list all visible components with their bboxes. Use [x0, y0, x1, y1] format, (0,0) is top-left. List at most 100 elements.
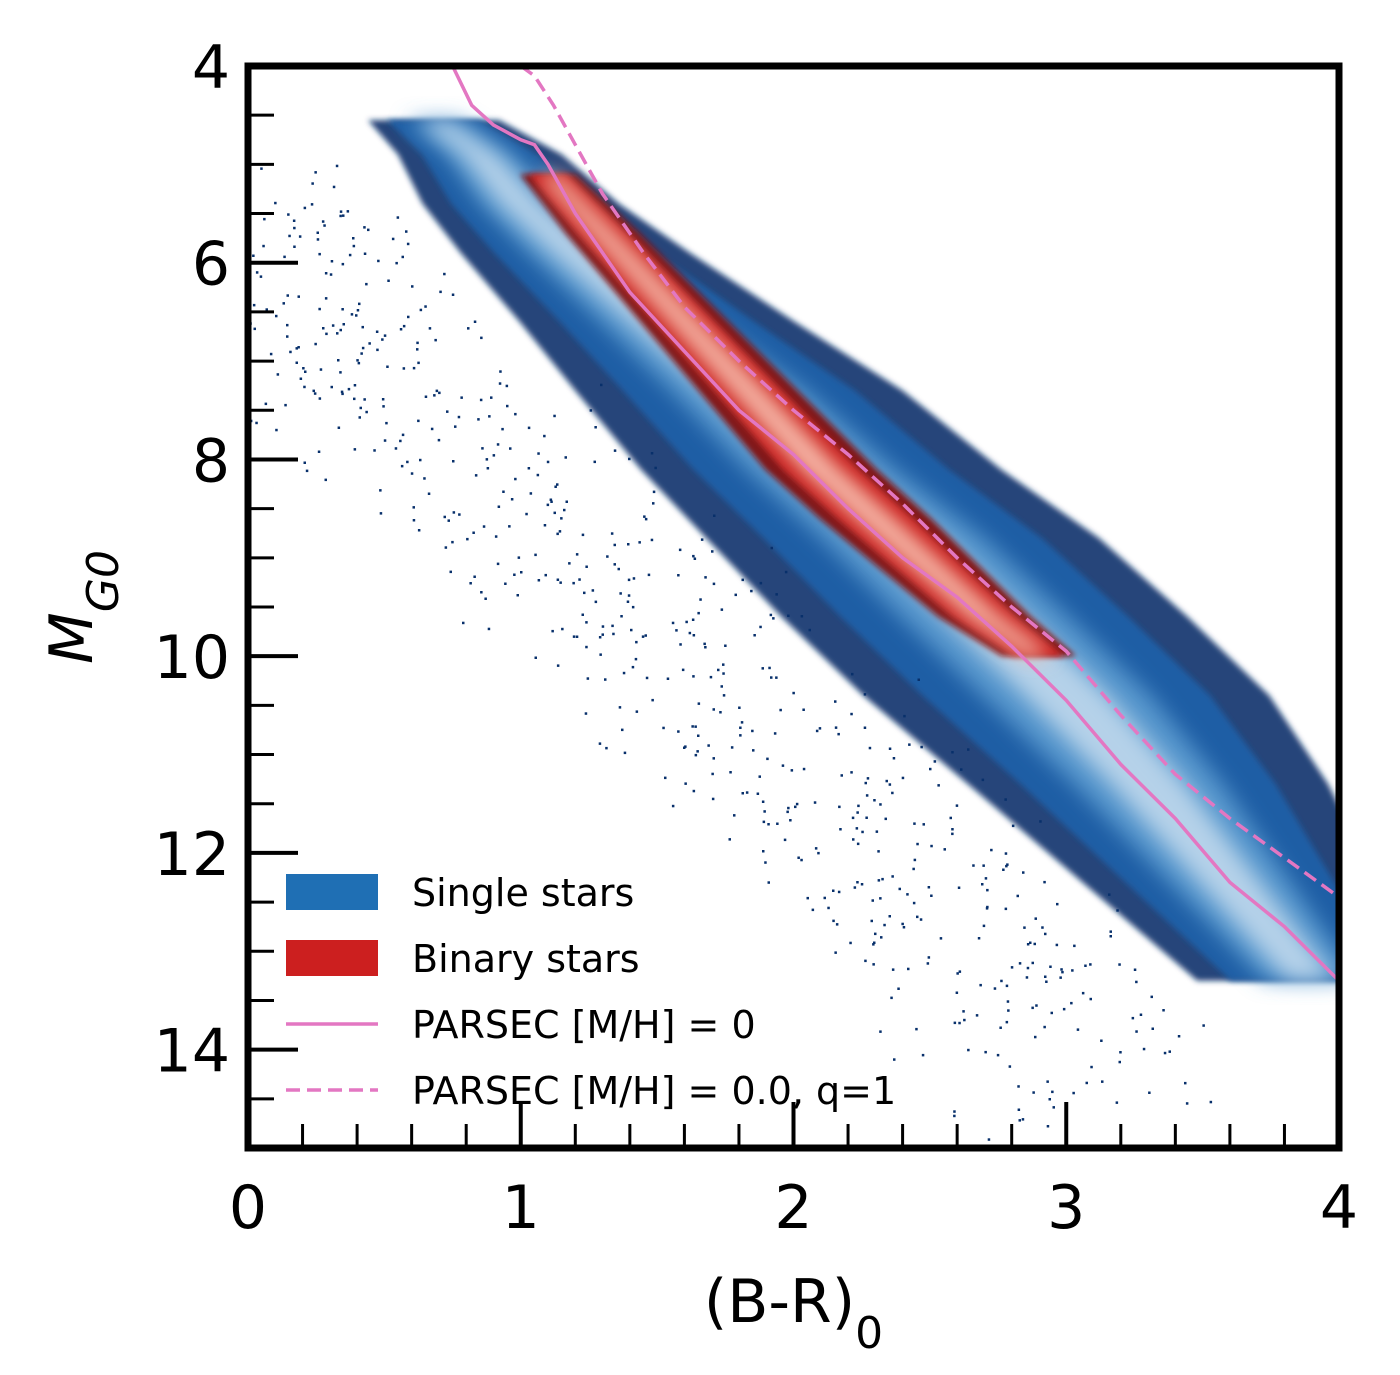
outlier-point	[724, 644, 727, 647]
outlier-point	[814, 847, 818, 850]
outlier-point	[1035, 1004, 1038, 1007]
outlier-point	[761, 667, 764, 670]
outlier-point	[1116, 909, 1119, 912]
outlier-point	[177, 258, 180, 261]
outlier-point	[781, 764, 785, 767]
outlier-point	[865, 794, 869, 797]
outlier-point	[722, 694, 726, 697]
outlier-point	[853, 886, 857, 889]
outlier-point	[692, 554, 695, 558]
outlier-point	[815, 729, 819, 733]
outlier-point	[643, 515, 646, 518]
outlier-point	[1000, 979, 1003, 983]
outlier-point	[520, 571, 523, 574]
outlier-point	[232, 275, 235, 278]
outlier-point	[586, 677, 590, 680]
outlier-point	[399, 439, 402, 443]
outlier-point	[514, 477, 517, 481]
outlier-point	[1006, 863, 1009, 866]
outlier-point	[589, 409, 593, 412]
density-layer	[177, 120, 1339, 1141]
outlier-point	[322, 327, 325, 330]
outlier-point	[1018, 1119, 1021, 1122]
outlier-point	[741, 792, 744, 795]
outlier-point	[324, 478, 327, 482]
outlier-point	[719, 711, 722, 714]
outlier-point	[544, 573, 547, 577]
outlier-point	[342, 323, 345, 326]
outlier-point	[884, 817, 887, 821]
outlier-point	[981, 778, 985, 782]
outlier-point	[527, 467, 531, 470]
outlier-point	[1026, 943, 1030, 946]
outlier-point	[332, 185, 336, 189]
outlier-point	[341, 392, 344, 396]
outlier-point	[561, 627, 564, 631]
outlier-point	[242, 310, 245, 313]
outlier-point	[766, 757, 769, 761]
outlier-point	[302, 367, 305, 370]
outlier-point	[613, 563, 616, 566]
legend-label: Binary stars	[412, 937, 640, 981]
legend-label: PARSEC [M/H] = 0.0, q=1	[412, 1069, 896, 1113]
outlier-point	[832, 889, 835, 892]
density-level-2	[538, 174, 1053, 657]
outlier-point	[232, 207, 235, 210]
legend-item: PARSEC [M/H] = 0.0, q=1	[286, 1069, 896, 1113]
outlier-point	[365, 282, 368, 286]
outlier-point	[631, 605, 635, 609]
outlier-point	[912, 901, 916, 905]
outlier-point	[888, 747, 892, 750]
outlier-point	[386, 365, 389, 368]
outlier-point	[951, 828, 954, 831]
outlier-point	[401, 255, 404, 259]
outlier-point	[880, 936, 883, 939]
outlier-point	[996, 1053, 1000, 1057]
outlier-point	[412, 366, 416, 370]
outlier-point	[305, 469, 309, 473]
outlier-point	[284, 403, 287, 407]
outlier-point	[466, 537, 469, 541]
outlier-point	[516, 594, 519, 597]
outlier-point	[337, 359, 340, 362]
outlier-point	[568, 562, 571, 565]
outlier-point	[1061, 970, 1064, 974]
outlier-point	[1133, 968, 1137, 971]
outlier-point	[480, 591, 483, 594]
outlier-point	[269, 352, 273, 356]
legend-swatch	[286, 874, 378, 910]
outlier-point	[498, 382, 502, 385]
outlier-point	[722, 672, 725, 675]
outlier-point	[517, 556, 521, 559]
outlier-point	[312, 389, 315, 393]
outlier-point	[314, 171, 317, 174]
outlier-point	[433, 394, 436, 397]
outlier-point	[1119, 1051, 1122, 1054]
outlier-point	[1018, 962, 1022, 965]
outlier-point	[919, 918, 923, 921]
outlier-point	[930, 894, 933, 897]
outlier-point	[558, 530, 562, 533]
outlier-point	[972, 864, 975, 867]
outlier-point	[358, 302, 361, 306]
outlier-point	[619, 592, 622, 595]
outlier-point	[786, 810, 789, 814]
outlier-point	[434, 338, 437, 342]
outlier-point	[361, 346, 365, 350]
outlier-point	[811, 908, 815, 912]
outlier-point	[759, 581, 763, 585]
outlier-point	[622, 671, 626, 675]
outlier-point	[424, 305, 427, 308]
outlier-point	[513, 573, 516, 576]
outlier-point	[487, 627, 491, 631]
outlier-point	[1135, 1030, 1138, 1033]
outlier-point	[417, 419, 420, 423]
outlier-point	[866, 777, 870, 780]
outlier-point	[891, 875, 894, 878]
outlier-points	[177, 164, 1213, 1141]
outlier-point	[469, 582, 472, 585]
y-tick-label: 14	[154, 1017, 230, 1087]
outlier-point	[711, 550, 714, 553]
outlier-point	[506, 404, 509, 408]
outlier-point	[303, 206, 307, 210]
